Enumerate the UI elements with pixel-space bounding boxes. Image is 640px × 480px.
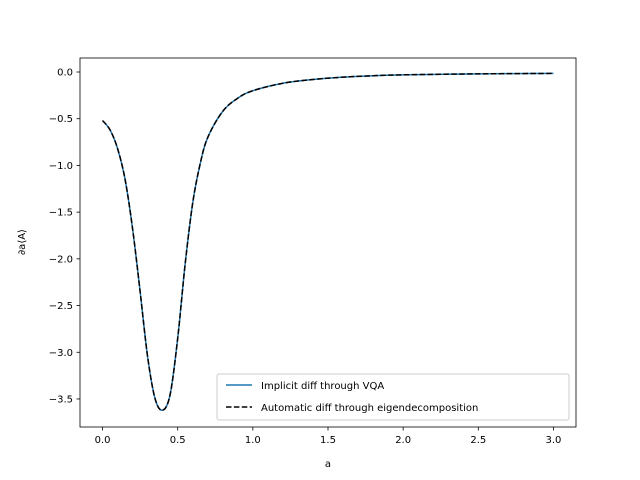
y-tick-label: −0.5 [49, 114, 73, 125]
x-tick-label: 3.0 [546, 435, 562, 446]
x-tick-label: 0.5 [170, 435, 186, 446]
y-axis-label: ∂a⟨A⟩ [17, 229, 28, 255]
y-tick-label: −3.5 [49, 394, 73, 405]
series-layer [101, 72, 554, 412]
legend-label-implicit: Implicit diff through VQA [261, 381, 384, 392]
y-tick-label: −3.0 [49, 348, 73, 359]
x-tick-label: 1.0 [245, 435, 261, 446]
x-axis-ticks: 0.0 0.5 1.0 1.5 2.0 2.5 3.0 [95, 427, 562, 446]
y-tick-label: −2.0 [49, 254, 73, 265]
x-axis-label: a [325, 459, 331, 470]
y-tick-label: −1.5 [49, 208, 73, 219]
y-tick-label: −2.5 [49, 301, 73, 312]
y-tick-label: 0.0 [57, 68, 73, 79]
legend: Implicit diff through VQA Automatic diff… [216, 373, 570, 421]
legend-box [216, 373, 570, 421]
y-tick-label: −1.0 [49, 161, 73, 172]
legend-label-automatic: Automatic diff through eigendecompositio… [261, 403, 478, 414]
x-tick-label: 0.0 [95, 435, 111, 446]
plot-area-frame [79, 57, 577, 428]
x-tick-label: 1.5 [320, 435, 336, 446]
x-tick-label: 2.5 [470, 435, 486, 446]
x-tick-label: 2.0 [395, 435, 411, 446]
y-axis-ticks: 0.0 −0.5 −1.0 −1.5 −2.0 −2.5 −3.0 −3.5 [49, 68, 80, 405]
series-line-1 [101, 72, 554, 412]
